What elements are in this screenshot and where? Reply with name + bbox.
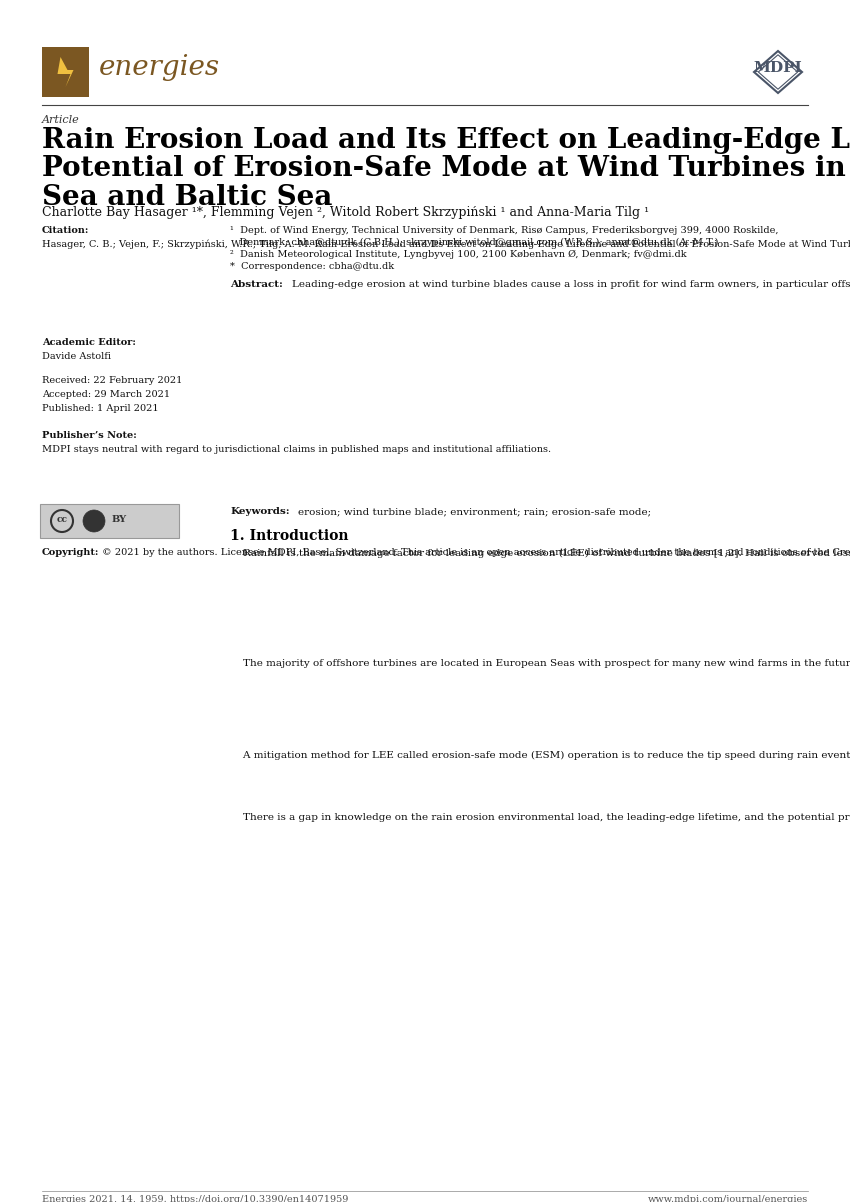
Text: ¹  Dept. of Wind Energy, Technical University of Denmark, Risø Campus, Frederiks: ¹ Dept. of Wind Energy, Technical Univer… (230, 226, 779, 236)
Text: There is a gap in knowledge on the rain erosion environmental load, the leading-: There is a gap in knowledge on the rain … (230, 813, 850, 822)
FancyBboxPatch shape (42, 47, 89, 97)
Text: Energies 2021, 14, 1959. https://doi.org/10.3390/en14071959: Energies 2021, 14, 1959. https://doi.org… (42, 1195, 348, 1202)
Text: Citation:: Citation: (42, 226, 89, 236)
Text: Accepted: 29 March 2021: Accepted: 29 March 2021 (42, 389, 170, 399)
Text: energies: energies (99, 54, 220, 81)
Text: A mitigation method for LEE called erosion-safe mode (ESM) operation is to reduc: A mitigation method for LEE called erosi… (230, 751, 850, 760)
Text: Article: Article (42, 115, 80, 125)
Text: Leading-edge erosion at wind turbine blades cause a loss in profit for wind farm: Leading-edge erosion at wind turbine bla… (292, 280, 850, 290)
Text: Denmark; cbha@dtu.dk (C.B.H.); skrzypinski.witold@gmail.com (W.R.S.); anmt@dtu.d: Denmark; cbha@dtu.dk (C.B.H.); skrzypins… (230, 238, 718, 248)
Text: Charlotte Bay Hasager ¹*, Flemming Vejen ², Witold Robert Skrzypiński ¹ and Anna: Charlotte Bay Hasager ¹*, Flemming Vejen… (42, 206, 649, 219)
Text: MDPI: MDPI (754, 61, 802, 75)
Text: BY: BY (112, 514, 128, 524)
Text: Hasager, C. B.; Vejen, F.; Skrzypiński, W.R.; Tilg, A.-M. Rain Erosion Load and : Hasager, C. B.; Vejen, F.; Skrzypiński, … (42, 240, 850, 250)
FancyBboxPatch shape (40, 504, 179, 538)
Text: Rainfall is the main damage factor for leading edge erosion (LEE) of wind turbin: Rainfall is the main damage factor for l… (230, 549, 850, 558)
Text: Published: 1 April 2021: Published: 1 April 2021 (42, 404, 159, 413)
Text: erosion; wind turbine blade; environment; rain; erosion-safe mode;: erosion; wind turbine blade; environment… (298, 507, 651, 516)
Text: Academic Editor:: Academic Editor: (42, 338, 136, 347)
Text: © 2021 by the authors. Licensee MDPI, Basel, Switzerland. This article is an ope: © 2021 by the authors. Licensee MDPI, Ba… (102, 548, 850, 557)
Text: Rain Erosion Load and Its Effect on Leading-Edge Lifetime and: Rain Erosion Load and Its Effect on Lead… (42, 127, 850, 154)
Text: cc: cc (56, 514, 67, 524)
Text: *  Correspondence: cbha@dtu.dk: * Correspondence: cbha@dtu.dk (230, 262, 394, 270)
Circle shape (83, 510, 105, 532)
Text: Abstract:: Abstract: (230, 280, 283, 288)
Text: MDPI stays neutral with regard to jurisdictional claims in published maps and in: MDPI stays neutral with regard to jurisd… (42, 445, 551, 454)
Polygon shape (58, 56, 73, 87)
Text: Publisher’s Note:: Publisher’s Note: (42, 432, 137, 440)
Text: www.mdpi.com/journal/energies: www.mdpi.com/journal/energies (648, 1195, 808, 1202)
Text: Davide Astolfi: Davide Astolfi (42, 352, 111, 361)
Text: ²  Danish Meteorological Institute, Lyngbyvej 100, 2100 København Ø, Denmark; fv: ² Danish Meteorological Institute, Lyngb… (230, 250, 687, 260)
Text: Copyright:: Copyright: (42, 548, 99, 557)
Text: Potential of Erosion-Safe Mode at Wind Turbines in the North: Potential of Erosion-Safe Mode at Wind T… (42, 155, 850, 183)
Text: 1. Introduction: 1. Introduction (230, 529, 348, 543)
Text: Received: 22 February 2021: Received: 22 February 2021 (42, 376, 183, 385)
Text: Keywords:: Keywords: (230, 507, 290, 516)
Text: The majority of offshore turbines are located in European Seas with prospect for: The majority of offshore turbines are lo… (230, 659, 850, 668)
Text: Sea and Baltic Sea: Sea and Baltic Sea (42, 184, 332, 212)
Text: ☺: ☺ (89, 514, 99, 524)
